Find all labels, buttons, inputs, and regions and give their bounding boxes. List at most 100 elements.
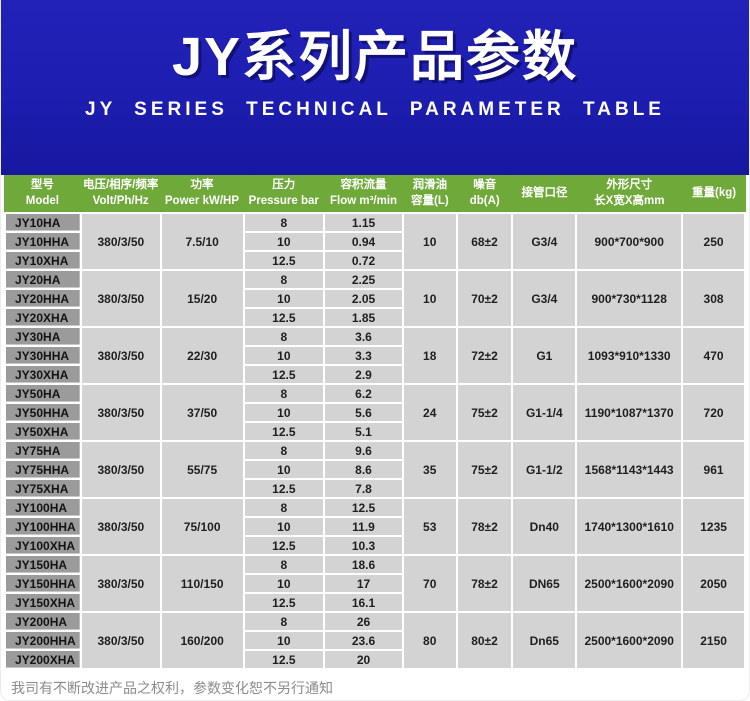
pipe-cell: G1-1/4 (513, 385, 576, 440)
power-cell: 75/100 (161, 499, 243, 554)
spec-table: JY10HA 380/3/50 7.5/10 8 1.15 10 68±2 G3/4 900*7… (4, 212, 746, 670)
table-row: JY20XHA 12.5 1.85 (6, 309, 744, 326)
flow-cell: 1.85 (325, 309, 402, 326)
noise-cell: 72±2 (457, 328, 512, 383)
table-row: JY50HA 380/3/50 37/50 8 6.2 24 75±2 G1-1/4 1190*… (6, 385, 744, 440)
table-row: JY10HA 380/3/50 7.5/10 8 1.15 10 68±2 G3/4 900*7… (6, 214, 744, 269)
table-header-row: 型号 Model 电压/相序/频率 Volt/Ph/Hz 功率 Power kW/HP 压力… (4, 175, 746, 212)
volt-cell: 380/3/50 (81, 556, 160, 611)
flow-cell: 11.9 (325, 518, 402, 535)
flow-cell: 2.25 (325, 271, 402, 288)
table-row: JY75HHA 10 8.6 (6, 461, 744, 478)
column-header-line1: 电压/相序/频率 (82, 178, 159, 191)
flow-cell: 23.6 (325, 632, 402, 649)
pressure-cell: 10 (244, 461, 324, 478)
oil-cell: 10 (403, 271, 456, 326)
table-row: JY50XHA 12.5 5.1 (6, 423, 744, 440)
table-row: JY10XHA 12.5 0.72 (6, 252, 744, 269)
flow-cell: 17 (325, 575, 402, 592)
noise-cell: 68±2 (457, 214, 512, 269)
column-header-line1: 压力 (272, 178, 296, 191)
flow-cell: 8.6 (325, 461, 402, 478)
table-row: JY30HHA 10 3.3 (6, 347, 744, 364)
pipe-cell: DN65 (513, 556, 576, 611)
model-cell: JY50HA (6, 385, 80, 402)
dims-cell: 1190*1087*1370 (577, 385, 682, 440)
noise-cell: 75±2 (457, 442, 512, 497)
power-cell: 110/150 (161, 556, 243, 611)
dims-cell: 1568*1143*1443 (577, 442, 682, 497)
oil-cell: 35 (403, 442, 456, 497)
weight-cell: 308 (683, 271, 744, 326)
column-header-line1: 重量(kg) (692, 186, 737, 199)
noise-cell: 78±2 (457, 556, 512, 611)
model-cell: JY20HHA (6, 290, 80, 307)
column-header-line2: Model (25, 194, 60, 207)
noise-cell: 80±2 (457, 613, 512, 668)
table-row: JY20HHA 10 2.05 (6, 290, 744, 307)
model-cell: JY30XHA (6, 366, 80, 383)
footer-note: 我司有不断改进产品之权利，参数变化恕不另行通知 (11, 680, 333, 696)
pressure-cell: 10 (244, 233, 324, 250)
column-header: 噪音 db(A) (457, 175, 513, 212)
model-cell: JY30HHA (6, 347, 80, 364)
pressure-cell: 12.5 (244, 423, 324, 440)
pressure-cell: 10 (244, 290, 324, 307)
column-header-line2: Volt/Ph/Hz (92, 194, 149, 207)
model-cell: JY20HA (6, 271, 80, 288)
flow-cell: 5.1 (325, 423, 402, 440)
pressure-cell: 12.5 (244, 537, 324, 554)
noise-cell: 70±2 (457, 271, 512, 326)
model-cell: JY50HHA (6, 404, 80, 421)
column-header: 润滑油 容量(L) (403, 175, 457, 212)
model-cell: JY75HA (6, 442, 80, 459)
table-row: JY150HA 380/3/50 110/150 8 18.6 70 78±2 DN65 250… (6, 556, 744, 611)
pressure-cell: 12.5 (244, 594, 324, 611)
flow-cell: 20 (325, 651, 402, 668)
pressure-cell: 12.5 (244, 309, 324, 326)
volt-cell: 380/3/50 (81, 385, 160, 440)
oil-cell: 10 (403, 214, 456, 269)
pressure-cell: 12.5 (244, 252, 324, 269)
table-row: JY150HHA 10 17 (6, 575, 744, 592)
column-header-line1: 型号 (30, 178, 54, 191)
pressure-cell: 10 (244, 404, 324, 421)
column-header-line1: 润滑油 (412, 178, 448, 191)
oil-cell: 53 (403, 499, 456, 554)
model-cell: JY30HA (6, 328, 80, 345)
pipe-cell: G3/4 (513, 271, 576, 326)
model-cell: JY10HA (6, 214, 80, 231)
dims-cell: 1740*1300*1610 (577, 499, 682, 554)
column-header: 电压/相序/频率 Volt/Ph/Hz (81, 175, 161, 212)
noise-cell: 75±2 (457, 385, 512, 440)
flow-cell: 0.94 (325, 233, 402, 250)
series-title: JY系列产品参数 (171, 27, 579, 87)
column-header-line2: 长X宽X高mm (594, 194, 665, 207)
pipe-cell: Dn40 (513, 499, 576, 554)
flow-cell: 12.5 (325, 499, 402, 516)
model-cell: JY75HHA (6, 461, 80, 478)
table-row: JY200XHA 12.5 20 (6, 651, 744, 668)
volt-cell: 380/3/50 (81, 442, 160, 497)
pressure-cell: 8 (244, 499, 324, 516)
pipe-cell: G1 (513, 328, 576, 383)
column-header: 功率 Power kW/HP (161, 175, 244, 212)
volt-cell: 380/3/50 (81, 499, 160, 554)
column-header-line1: 功率 (190, 178, 214, 191)
flow-cell: 1.15 (325, 214, 402, 231)
weight-cell: 2150 (683, 613, 744, 668)
flow-cell: 6.2 (325, 385, 402, 402)
model-cell: JY200HHA (6, 632, 80, 649)
column-header: 重量(kg) (682, 175, 746, 212)
volt-cell: 380/3/50 (81, 271, 160, 326)
weight-cell: 470 (683, 328, 744, 383)
table-row: JY20HA 380/3/50 15/20 8 2.25 10 70±2 G3/4 900*73… (6, 271, 744, 326)
pressure-cell: 8 (244, 556, 324, 573)
dims-cell: 900*700*900 (577, 214, 682, 269)
power-cell: 7.5/10 (161, 214, 243, 269)
oil-cell: 80 (403, 613, 456, 668)
power-cell: 160/200 (161, 613, 243, 668)
weight-cell: 250 (683, 214, 744, 269)
table-row: JY75HA 380/3/50 55/75 8 9.6 35 75±2 G1-1/2 1568*… (6, 442, 744, 497)
table-row: JY150XHA 12.5 16.1 (6, 594, 744, 611)
